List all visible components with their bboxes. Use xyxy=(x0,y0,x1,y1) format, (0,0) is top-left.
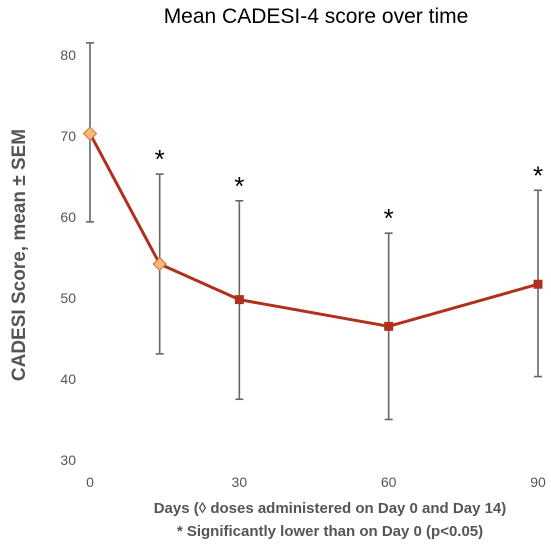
x-axis-label: Days (◊ doses administered on Day 0 and … xyxy=(154,500,507,517)
data-markers xyxy=(82,126,543,331)
significance-markers: * * * * xyxy=(155,144,543,233)
data-point-square xyxy=(384,321,394,331)
significance-star: * xyxy=(234,171,244,201)
data-point-square xyxy=(533,279,543,289)
y-tick-label: 80 xyxy=(60,47,76,63)
x-tick-label: 0 xyxy=(86,474,94,490)
y-axis-label: CADESI Score, mean ± SEM xyxy=(9,129,30,381)
y-tick-label: 40 xyxy=(60,371,76,387)
y-tick-label: 50 xyxy=(60,290,76,306)
y-tick-label: 30 xyxy=(60,452,76,468)
data-point-diamond xyxy=(82,126,98,141)
x-tick-label: 90 xyxy=(530,474,546,490)
x-tick-label: 60 xyxy=(381,474,397,490)
y-tick-label: 70 xyxy=(60,128,76,144)
error-bars xyxy=(86,42,542,421)
significance-star: * xyxy=(155,144,165,174)
significance-star: * xyxy=(533,160,543,190)
data-point-diamond xyxy=(152,256,167,272)
y-tick-label: 60 xyxy=(60,209,76,225)
significance-star: * xyxy=(384,203,394,233)
x-tick-label: 30 xyxy=(232,474,248,490)
chart-footnote: * Significantly lower than on Day 0 (p<0… xyxy=(177,523,483,540)
chart-title: Mean CADESI-4 score over time xyxy=(164,5,469,28)
y-axis-ticks: 30 40 50 60 70 80 xyxy=(60,47,76,468)
x-axis-ticks: 0 30 60 90 xyxy=(86,474,546,490)
data-point-square xyxy=(234,295,244,305)
